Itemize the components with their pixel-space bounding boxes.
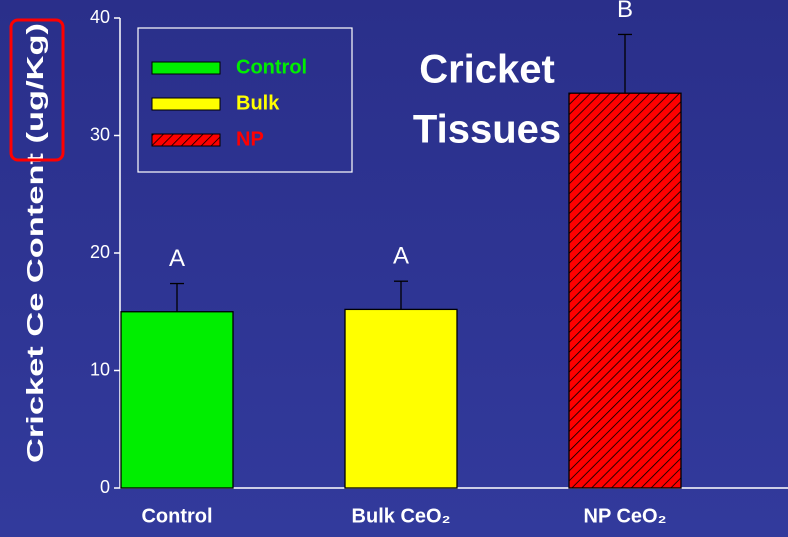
x-tick-label: NP CeO₂ [584,505,667,527]
legend-swatch [151,133,221,147]
legend-label: Control [236,56,307,78]
highlight-box [9,18,65,162]
y-tick-label: 30 [90,124,110,144]
legend-label: Bulk [236,92,280,114]
y-tick-label: 20 [90,242,110,262]
significance-label: B [617,0,633,23]
bar [568,92,682,489]
y-axis-label: Cricket Ce Content (ug/Kg) [22,23,48,463]
legend-box [137,27,353,173]
y-tick-label: 40 [90,7,110,27]
x-tick-label: Control [141,505,212,527]
bar [120,311,234,489]
y-tick-label: 10 [90,359,110,379]
significance-label: A [169,245,185,272]
legend-label: NP [236,128,264,150]
x-tick-label: Bulk CeO₂ [352,505,451,527]
significance-label: A [393,243,409,270]
legend-swatch [151,61,221,75]
bar [344,308,458,489]
chart-title: Tissues [413,108,561,152]
chart-title: Cricket [419,48,555,92]
y-tick-label: 0 [100,477,110,497]
legend-swatch [151,97,221,111]
